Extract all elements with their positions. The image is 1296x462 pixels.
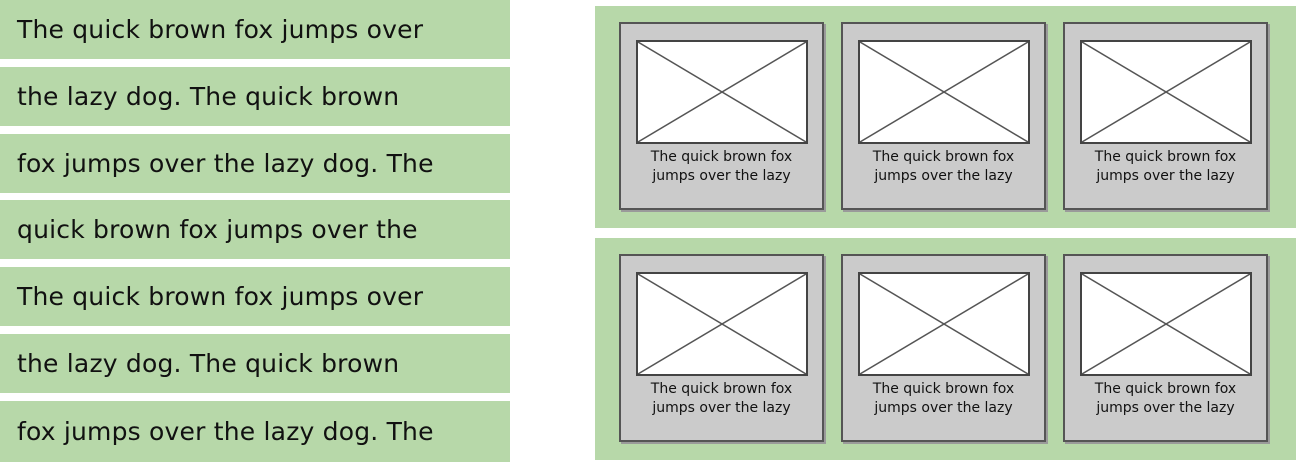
list-item-text: fox jumps over the lazy dog. The xyxy=(17,149,434,178)
grid-card[interactable]: The quick brown fox jumps over the lazy xyxy=(841,22,1046,210)
list-item[interactable]: quick brown fox jumps over the xyxy=(0,200,510,259)
list-item[interactable]: fox jumps over the lazy dog. The xyxy=(0,134,510,193)
card-grid-panel: The quick brown fox jumps over the lazy … xyxy=(595,6,1296,228)
grid-card[interactable]: The quick brown fox jumps over the lazy xyxy=(619,254,824,442)
grid-card[interactable]: The quick brown fox jumps over the lazy xyxy=(841,254,1046,442)
text-list: The quick brown fox jumps over the lazy … xyxy=(0,0,510,462)
grid-card[interactable]: The quick brown fox jumps over the lazy xyxy=(619,22,824,210)
card-caption: The quick brown fox jumps over the lazy xyxy=(625,380,818,418)
card-caption-line: The quick brown fox xyxy=(872,381,1015,397)
card-caption-line: The quick brown fox xyxy=(650,381,793,397)
list-item[interactable]: the lazy dog. The quick brown xyxy=(0,334,510,393)
card-caption: The quick brown fox jumps over the lazy xyxy=(847,380,1040,418)
card-caption-line: The quick brown fox xyxy=(1094,149,1237,165)
card-grid-panel: The quick brown fox jumps over the lazy … xyxy=(595,238,1296,460)
list-item-text: fox jumps over the lazy dog. The xyxy=(17,417,434,446)
image-placeholder-icon xyxy=(858,40,1030,144)
card-caption: The quick brown fox jumps over the lazy xyxy=(1069,148,1262,186)
image-placeholder-icon xyxy=(636,272,808,376)
grid-card[interactable]: The quick brown fox jumps over the lazy xyxy=(1063,22,1268,210)
list-item-text: the lazy dog. The quick brown xyxy=(17,82,400,111)
image-placeholder-icon xyxy=(1080,272,1252,376)
image-placeholder-icon xyxy=(1080,40,1252,144)
card-caption-line: jumps over the lazy xyxy=(1096,400,1235,416)
grid-card[interactable]: The quick brown fox jumps over the lazy xyxy=(1063,254,1268,442)
card-caption-line: jumps over the lazy xyxy=(874,400,1013,416)
image-placeholder-icon xyxy=(858,272,1030,376)
card-caption-line: The quick brown fox xyxy=(872,149,1015,165)
card-caption-line: jumps over the lazy xyxy=(652,400,791,416)
list-item-text: The quick brown fox jumps over xyxy=(17,15,424,44)
card-caption-line: jumps over the lazy xyxy=(1096,168,1235,184)
card-caption-line: The quick brown fox xyxy=(650,149,793,165)
card-caption: The quick brown fox jumps over the lazy xyxy=(847,148,1040,186)
card-caption-line: The quick brown fox xyxy=(1094,381,1237,397)
list-item[interactable]: The quick brown fox jumps over xyxy=(0,0,510,59)
card-caption-line: jumps over the lazy xyxy=(652,168,791,184)
list-item-text: The quick brown fox jumps over xyxy=(17,282,424,311)
list-item-text: the lazy dog. The quick brown xyxy=(17,349,400,378)
card-caption: The quick brown fox jumps over the lazy xyxy=(625,148,818,186)
card-caption: The quick brown fox jumps over the lazy xyxy=(1069,380,1262,418)
list-item[interactable]: fox jumps over the lazy dog. The xyxy=(0,401,510,462)
card-caption-line: jumps over the lazy xyxy=(874,168,1013,184)
image-placeholder-icon xyxy=(636,40,808,144)
list-item[interactable]: the lazy dog. The quick brown xyxy=(0,67,510,126)
list-item-text: quick brown fox jumps over the xyxy=(17,215,418,244)
list-item[interactable]: The quick brown fox jumps over xyxy=(0,267,510,326)
